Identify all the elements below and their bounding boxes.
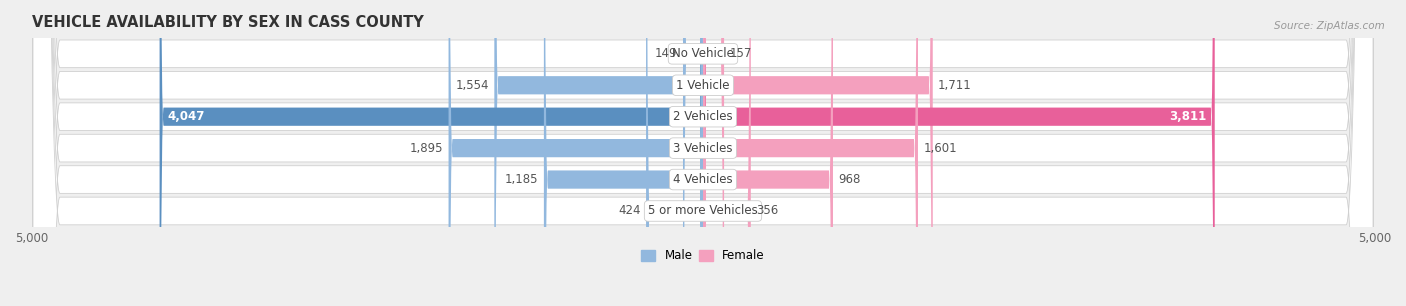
FancyBboxPatch shape [703,0,932,306]
Text: 3 Vehicles: 3 Vehicles [673,142,733,155]
Text: 1,601: 1,601 [924,142,957,155]
FancyBboxPatch shape [683,0,703,306]
FancyBboxPatch shape [703,0,832,306]
Text: 1,895: 1,895 [409,142,443,155]
Text: Source: ZipAtlas.com: Source: ZipAtlas.com [1274,21,1385,32]
Text: 424: 424 [619,204,641,218]
FancyBboxPatch shape [703,0,751,306]
Text: 4,047: 4,047 [167,110,205,123]
Text: 1,711: 1,711 [938,79,972,92]
Text: No Vehicle: No Vehicle [672,47,734,60]
FancyBboxPatch shape [495,0,703,306]
Text: 157: 157 [730,47,752,60]
Text: 2 Vehicles: 2 Vehicles [673,110,733,123]
Text: 149: 149 [655,47,678,60]
Text: 1 Vehicle: 1 Vehicle [676,79,730,92]
FancyBboxPatch shape [32,0,1374,306]
FancyBboxPatch shape [32,0,1374,306]
FancyBboxPatch shape [703,0,724,306]
FancyBboxPatch shape [32,0,1374,306]
FancyBboxPatch shape [703,0,918,306]
FancyBboxPatch shape [32,0,1374,306]
Text: 4 Vehicles: 4 Vehicles [673,173,733,186]
FancyBboxPatch shape [449,0,703,306]
Text: VEHICLE AVAILABILITY BY SEX IN CASS COUNTY: VEHICLE AVAILABILITY BY SEX IN CASS COUN… [31,15,423,30]
FancyBboxPatch shape [703,0,1215,306]
Legend: Male, Female: Male, Female [641,249,765,262]
FancyBboxPatch shape [160,0,703,306]
FancyBboxPatch shape [32,0,1374,306]
Text: 1,185: 1,185 [505,173,538,186]
Text: 5 or more Vehicles: 5 or more Vehicles [648,204,758,218]
Text: 1,554: 1,554 [456,79,489,92]
FancyBboxPatch shape [32,0,1374,306]
Text: 3,811: 3,811 [1170,110,1206,123]
FancyBboxPatch shape [647,0,703,306]
Text: 356: 356 [756,204,779,218]
FancyBboxPatch shape [544,0,703,306]
Text: 968: 968 [838,173,860,186]
